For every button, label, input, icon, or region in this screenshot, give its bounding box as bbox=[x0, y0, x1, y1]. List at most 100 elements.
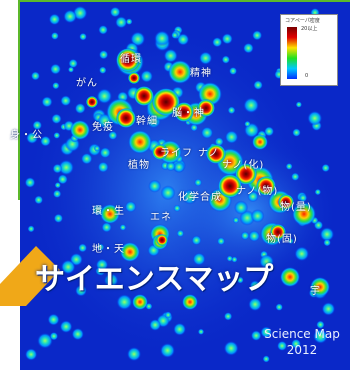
density-blob bbox=[206, 144, 226, 164]
density-blob bbox=[98, 50, 109, 60]
density-blob bbox=[60, 259, 76, 275]
density-blob bbox=[218, 174, 242, 198]
density-blob bbox=[197, 328, 205, 335]
region-label-earth-astro: 地・天 bbox=[92, 244, 125, 255]
density-blob bbox=[99, 66, 107, 74]
density-blob bbox=[160, 185, 176, 201]
density-blob bbox=[134, 86, 154, 106]
density-blob bbox=[232, 217, 240, 224]
density-blob bbox=[103, 273, 119, 288]
density-blob bbox=[253, 80, 263, 90]
density-blob bbox=[98, 25, 108, 35]
density-blob bbox=[243, 42, 254, 54]
density-blob bbox=[78, 243, 88, 253]
density-blob bbox=[244, 120, 251, 128]
density-blob bbox=[154, 30, 170, 47]
density-blob bbox=[50, 32, 59, 40]
density-blob bbox=[223, 312, 233, 321]
density-blob bbox=[171, 31, 179, 39]
caption-year: 2012 bbox=[286, 343, 318, 357]
density-blob bbox=[59, 320, 73, 333]
density-blob bbox=[96, 88, 113, 104]
density-blob bbox=[115, 16, 128, 29]
density-blob bbox=[223, 340, 239, 356]
region-label-nano-chem: ナノ(化) bbox=[222, 160, 265, 171]
density-blob bbox=[194, 178, 203, 187]
density-blob bbox=[71, 327, 84, 341]
density-blob bbox=[248, 230, 260, 242]
density-blob bbox=[264, 126, 275, 137]
left-frame-line bbox=[18, 0, 20, 200]
density-blob bbox=[173, 204, 181, 212]
density-blob bbox=[221, 33, 233, 45]
density-blob bbox=[173, 161, 185, 173]
density-blob bbox=[124, 200, 137, 213]
density-blob bbox=[120, 242, 140, 262]
density-blob bbox=[148, 179, 162, 193]
density-blob bbox=[108, 130, 118, 141]
density-blob bbox=[262, 355, 270, 363]
orange-arrow-shape bbox=[0, 246, 60, 306]
density-blob bbox=[319, 227, 335, 242]
density-blob bbox=[152, 144, 168, 160]
density-blob bbox=[156, 234, 168, 246]
density-blob bbox=[214, 137, 224, 147]
density-blob bbox=[173, 322, 187, 336]
region-label-circulation: 循環 bbox=[120, 54, 142, 65]
density-blob bbox=[259, 254, 274, 269]
density-blob bbox=[323, 238, 331, 247]
density-blob bbox=[100, 204, 120, 224]
density-blob bbox=[275, 303, 283, 311]
region-label-neuro: 脳・神 bbox=[172, 108, 205, 119]
density-blob bbox=[95, 258, 109, 272]
density-blob bbox=[298, 193, 308, 203]
region-label-stem-cell: 幹細 bbox=[136, 116, 158, 127]
density-blob bbox=[321, 163, 330, 173]
density-blob bbox=[292, 128, 301, 137]
density-blob bbox=[30, 71, 40, 81]
density-blob bbox=[249, 280, 261, 292]
density-blob bbox=[234, 200, 249, 215]
density-blob bbox=[47, 313, 60, 326]
density-blob bbox=[227, 106, 236, 115]
region-label-cancer: がん bbox=[76, 78, 98, 89]
density-blob bbox=[60, 95, 72, 107]
top-frame-line bbox=[18, 0, 350, 2]
density-blob bbox=[32, 120, 43, 131]
density-blob bbox=[101, 222, 112, 233]
region-label-life: ライフ bbox=[160, 148, 193, 159]
density-blob bbox=[248, 297, 262, 312]
density-blob bbox=[191, 235, 202, 246]
density-blob bbox=[24, 177, 36, 188]
density-blob bbox=[177, 33, 190, 46]
density-blob bbox=[182, 294, 198, 310]
density-blob bbox=[74, 103, 86, 114]
density-blob bbox=[48, 13, 61, 26]
density-blob bbox=[250, 330, 262, 341]
density-blob bbox=[231, 256, 238, 263]
region-label-plant: 植物 bbox=[128, 160, 150, 171]
density-blob bbox=[119, 224, 127, 231]
density-blob bbox=[260, 326, 272, 338]
density-blob bbox=[97, 161, 109, 173]
density-blob bbox=[51, 113, 62, 125]
density-blob bbox=[291, 338, 301, 349]
region-label-quantum-physics: 物(量) bbox=[280, 202, 312, 213]
density-blob bbox=[270, 224, 286, 240]
density-blob bbox=[291, 172, 300, 181]
density-blob bbox=[229, 67, 238, 76]
density-blob bbox=[182, 189, 198, 205]
region-label-nano: ナノ bbox=[198, 148, 220, 159]
density-blob bbox=[63, 9, 77, 24]
density-blob bbox=[252, 134, 268, 150]
legend-min-label: 0 bbox=[305, 73, 309, 79]
density-blob bbox=[160, 343, 175, 358]
density-blob bbox=[243, 97, 259, 114]
density-blob bbox=[197, 99, 215, 117]
density-blob bbox=[280, 267, 300, 287]
density-blob bbox=[313, 329, 328, 344]
density-blob bbox=[40, 135, 51, 147]
density-blob bbox=[26, 131, 39, 144]
density-blob bbox=[25, 348, 38, 361]
